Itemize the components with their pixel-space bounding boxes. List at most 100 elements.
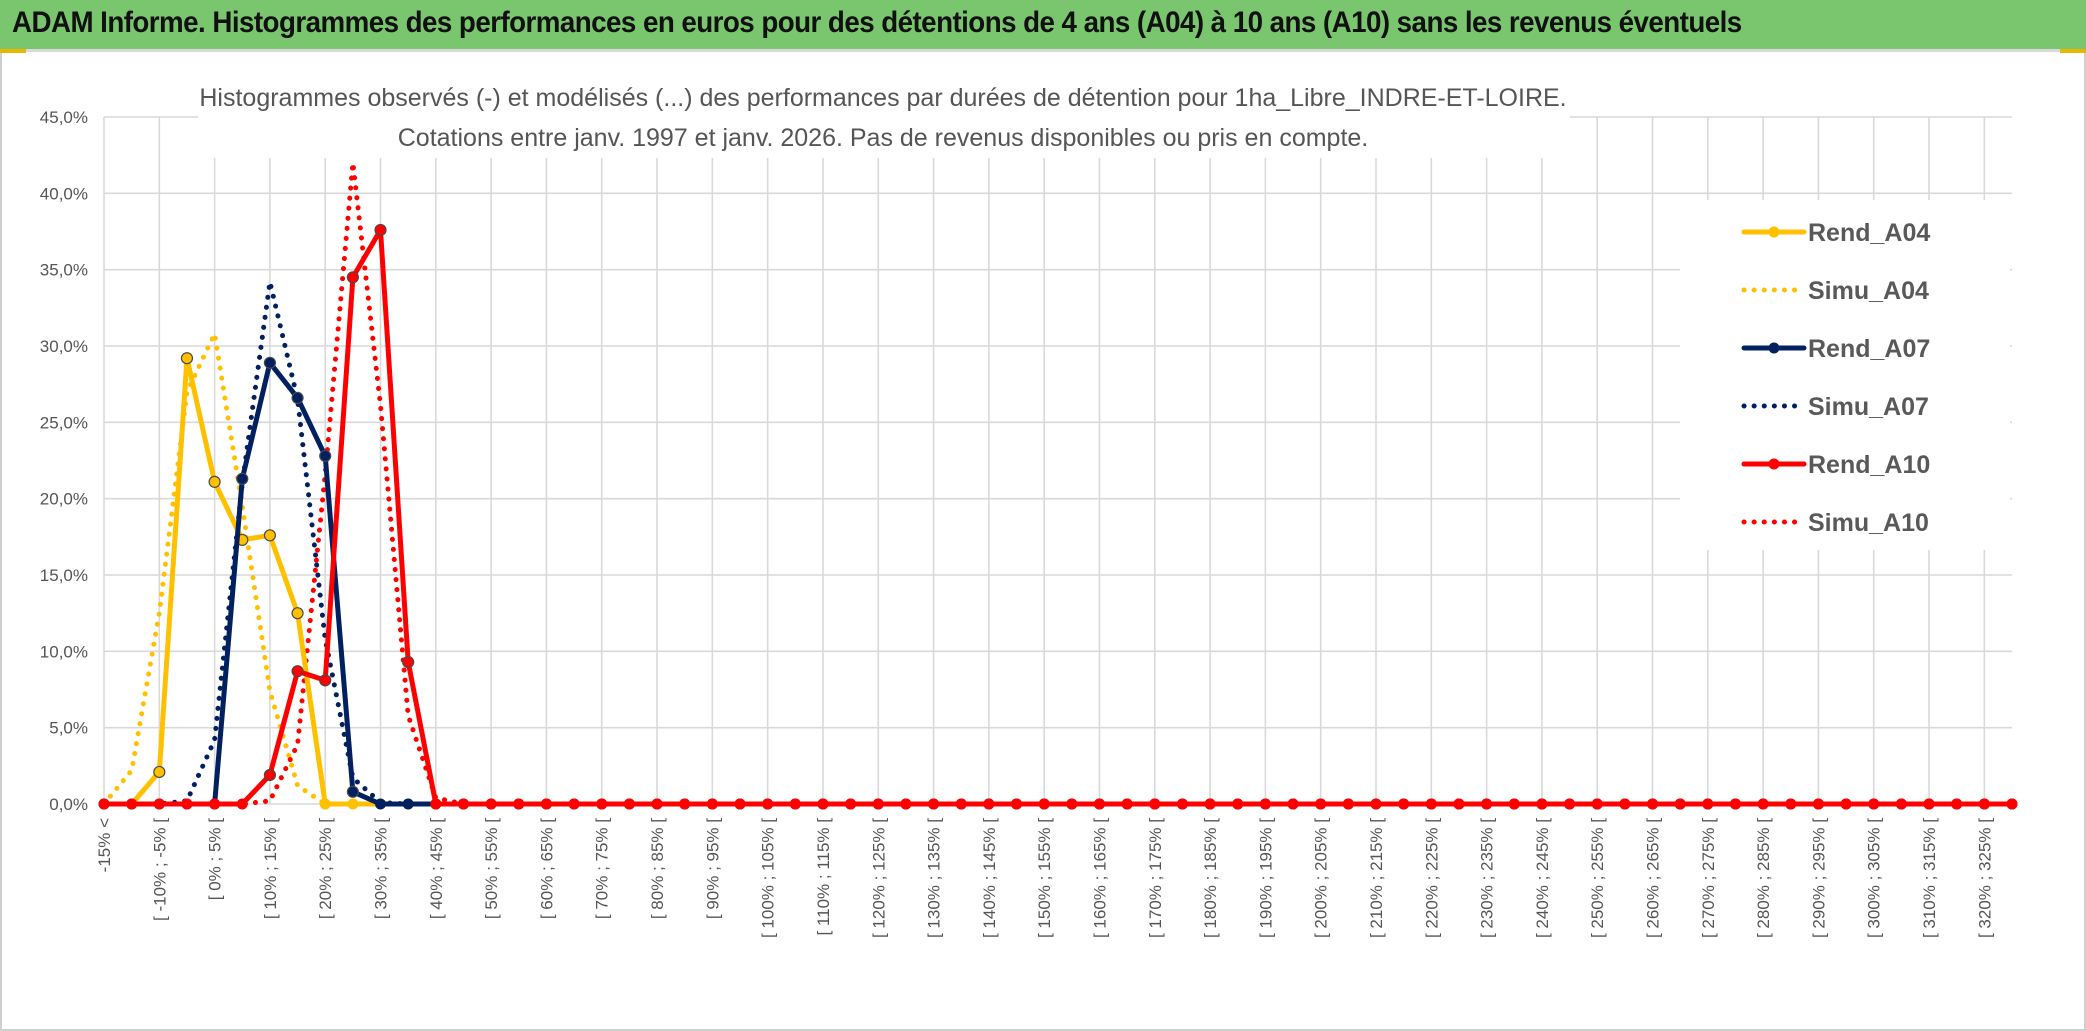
x-axis-ticks: -15% < [ -10% ; -5% [[ 0% ; 5% [[ 10% ; 1… bbox=[95, 818, 1994, 938]
data-point-rend_a10 bbox=[126, 798, 138, 810]
data-point-rend_a10 bbox=[1729, 798, 1741, 810]
data-point-rend_a07 bbox=[236, 472, 249, 485]
data-point-rend_a10 bbox=[153, 798, 165, 810]
data-point-rend_a10 bbox=[1453, 798, 1465, 810]
data-point-rend_a10 bbox=[374, 223, 387, 237]
data-point-rend_a10 bbox=[789, 798, 801, 810]
data-point-rend_a10 bbox=[1951, 798, 1963, 810]
x-tick-label: [ 0% ; 5% [ bbox=[206, 818, 225, 900]
data-point-rend_a10 bbox=[236, 798, 248, 810]
data-point-rend_a04 bbox=[347, 798, 359, 810]
data-point-rend_a10 bbox=[1647, 798, 1659, 810]
title-banner: ADAM Informe. Histogrammes des performan… bbox=[0, 0, 2086, 52]
data-point-rend_a10 bbox=[263, 768, 277, 782]
banner-title: ADAM Informe. Histogrammes des performan… bbox=[12, 6, 1742, 39]
data-point-rend_a04 bbox=[153, 765, 166, 779]
data-point-rend_a10 bbox=[1674, 798, 1686, 810]
y-tick-label: 45,0% bbox=[40, 108, 88, 127]
x-tick-label: [ 180% ; 185% [ bbox=[1201, 818, 1220, 938]
data-point-rend_a10 bbox=[1812, 798, 1824, 810]
x-tick-label: [ 230% ; 235% [ bbox=[1478, 818, 1497, 938]
x-tick-label: [ 110% ; 115% [ bbox=[814, 818, 833, 936]
data-point-rend_a04 bbox=[180, 352, 194, 365]
data-point-rend_a10 bbox=[1398, 798, 1410, 810]
x-tick-label: [ 220% ; 225% [ bbox=[1422, 818, 1441, 938]
data-point-rend_a10 bbox=[651, 798, 663, 810]
data-point-rend_a04 bbox=[208, 475, 221, 488]
data-point-rend_a10 bbox=[1895, 798, 1907, 810]
data-point-rend_a10 bbox=[1370, 798, 1382, 810]
data-point-rend_a10 bbox=[1757, 798, 1769, 810]
data-point-rend_a10 bbox=[402, 655, 415, 669]
x-tick-label: [ 210% ; 215% [ bbox=[1367, 818, 1386, 938]
x-tick-label: [ 30% ; 35% [ bbox=[372, 818, 391, 919]
legend-label-rend_a07: Rend_A07 bbox=[1808, 335, 1930, 363]
data-point-rend_a04 bbox=[291, 607, 304, 620]
data-point-rend_a07 bbox=[402, 798, 414, 810]
title-backdrop bbox=[198, 76, 1570, 158]
y-tick-label: 15,0% bbox=[40, 566, 88, 585]
data-point-rend_a10 bbox=[1425, 798, 1437, 810]
data-point-rend_a10 bbox=[734, 798, 746, 810]
data-point-rend_a10 bbox=[596, 798, 608, 810]
data-point-rend_a04 bbox=[319, 798, 331, 810]
legend-label-simu_a04: Simu_A04 bbox=[1808, 277, 1929, 305]
x-tick-label: [ 130% ; 135% [ bbox=[925, 818, 944, 938]
x-tick-label: [ -10% ; -5% [ bbox=[150, 818, 169, 921]
banner-accent-right bbox=[2060, 49, 2086, 53]
x-tick-label: [ 80% ; 85% [ bbox=[648, 818, 667, 919]
data-point-rend_a10 bbox=[1591, 798, 1603, 810]
data-point-rend_a10 bbox=[1204, 798, 1216, 810]
data-point-rend_a10 bbox=[457, 798, 469, 810]
x-tick-label: [ 250% ; 255% [ bbox=[1588, 818, 1607, 938]
legend-marker bbox=[1768, 458, 1780, 470]
data-point-rend_a10 bbox=[928, 798, 940, 810]
data-point-rend_a10 bbox=[1342, 798, 1354, 810]
data-point-rend_a10 bbox=[706, 798, 718, 810]
data-point-rend_a10 bbox=[430, 798, 442, 810]
legend-label-rend_a10: Rend_A10 bbox=[1808, 451, 1930, 479]
legend-marker bbox=[1768, 342, 1780, 354]
x-tick-label: [ 150% ; 155% [ bbox=[1035, 818, 1054, 938]
x-tick-label: [ 320% ; 325% [ bbox=[1975, 818, 1994, 938]
data-point-rend_a10 bbox=[1038, 798, 1050, 810]
x-tick-label: [ 100% ; 105% [ bbox=[759, 818, 778, 938]
data-point-rend_a10 bbox=[513, 798, 525, 810]
data-point-rend_a10 bbox=[1481, 798, 1493, 810]
data-point-rend_a10 bbox=[845, 798, 857, 810]
data-point-rend_a10 bbox=[1508, 798, 1520, 810]
y-tick-label: 40,0% bbox=[40, 184, 88, 203]
data-point-rend_a10 bbox=[568, 798, 580, 810]
data-point-rend_a10 bbox=[1287, 798, 1299, 810]
data-point-rend_a10 bbox=[319, 674, 332, 687]
x-tick-label: [ 190% ; 195% [ bbox=[1256, 818, 1275, 938]
data-point-rend_a10 bbox=[1011, 798, 1023, 810]
legend: Rend_A04 Simu_A04 Rend_A07 Simu_A07 Rend_A10… bbox=[1680, 200, 2010, 550]
banner-accent-left bbox=[0, 49, 26, 53]
data-point-rend_a10 bbox=[346, 271, 359, 284]
data-point-rend_a10 bbox=[291, 665, 304, 678]
data-point-rend_a07 bbox=[319, 449, 332, 463]
x-tick-label: [ 300% ; 305% [ bbox=[1865, 818, 1884, 938]
data-point-rend_a10 bbox=[955, 798, 967, 810]
data-point-rend_a10 bbox=[209, 798, 221, 810]
data-point-rend_a07 bbox=[291, 391, 304, 405]
data-point-rend_a10 bbox=[983, 798, 995, 810]
data-point-rend_a10 bbox=[1121, 798, 1133, 810]
data-point-rend_a10 bbox=[1093, 798, 1105, 810]
x-tick-label: [ 200% ; 205% [ bbox=[1312, 818, 1331, 938]
data-point-rend_a10 bbox=[817, 798, 829, 810]
x-tick-label: [ 310% ; 315% [ bbox=[1920, 818, 1939, 938]
x-tick-label: [ 260% ; 265% [ bbox=[1644, 818, 1663, 938]
data-point-rend_a07 bbox=[263, 356, 277, 369]
y-axis-ticks: 0,0% 5,0% 10,0% 15,0% 20,0% 25,0% 30,0% 35,0% 40… bbox=[40, 108, 88, 814]
data-point-rend_a10 bbox=[1149, 798, 1161, 810]
x-tick-label: [ 40% ; 45% [ bbox=[427, 818, 446, 919]
y-tick-label: 0,0% bbox=[49, 795, 88, 814]
data-point-rend_a10 bbox=[1840, 798, 1852, 810]
x-tick-label: [ 120% ; 125% [ bbox=[869, 818, 888, 938]
x-tick-label: [ 90% ; 95% [ bbox=[703, 818, 722, 919]
data-point-rend_a10 bbox=[1564, 798, 1576, 810]
chart-title: Histogrammes observés (-) et modélisés (… bbox=[199, 84, 1566, 112]
x-tick-label: [ 10% ; 15% [ bbox=[261, 818, 280, 919]
